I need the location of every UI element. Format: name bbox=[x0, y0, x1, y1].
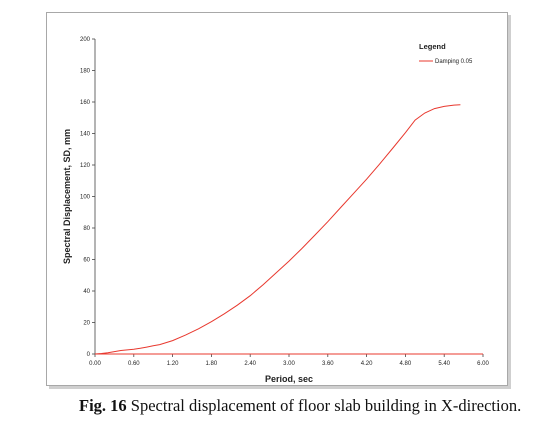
x-tick-label: 2.40 bbox=[244, 361, 256, 367]
legend-title: Legend bbox=[419, 42, 446, 51]
x-tick-label: 4.20 bbox=[361, 361, 373, 367]
x-tick-label: 1.20 bbox=[167, 361, 179, 367]
y-tick-label: 40 bbox=[83, 289, 90, 295]
x-axis-title: Period, sec bbox=[265, 374, 313, 384]
y-tick-label: 60 bbox=[83, 258, 90, 264]
chart-frame: 0 20 40 60 80 100 120 140 160 180 200 0.00 0.60 1.20 1… bbox=[46, 12, 508, 386]
chart-plot: 0 20 40 60 80 100 120 140 160 180 200 0.00 0.60 1.20 1… bbox=[62, 37, 489, 384]
x-tick-label: 3.00 bbox=[283, 361, 295, 367]
x-tick-label: 3.60 bbox=[322, 361, 334, 367]
y-tick-label: 80 bbox=[83, 226, 90, 232]
x-tick-label: 4.80 bbox=[400, 361, 412, 367]
y-tick-label: 140 bbox=[80, 132, 91, 138]
x-tick-label: 0.00 bbox=[89, 361, 101, 367]
x-tick-label: 1.80 bbox=[206, 361, 218, 367]
y-tick-label: 200 bbox=[80, 37, 91, 43]
y-tick-label: 20 bbox=[83, 321, 90, 327]
y-tick-label: 100 bbox=[80, 195, 91, 201]
caption-label: Fig. 16 bbox=[79, 396, 127, 415]
series-line-0 bbox=[94, 104, 461, 355]
figure-caption: Fig. 16 Spectral displacement of floor s… bbox=[79, 396, 531, 416]
y-tick-label: 180 bbox=[80, 69, 91, 75]
y-tick-label: 0 bbox=[87, 352, 91, 358]
y-axis-title: Spectral Displacement, SD, mm bbox=[62, 129, 72, 264]
x-tick-label: 6.00 bbox=[477, 361, 489, 367]
x-tick-label: 5.40 bbox=[438, 361, 450, 367]
legend-entry-label: Damping 0.05 bbox=[435, 59, 473, 65]
y-tick-label: 120 bbox=[80, 163, 91, 169]
caption-text: Spectral displacement of floor slab buil… bbox=[130, 396, 522, 415]
y-tick-label: 160 bbox=[80, 100, 91, 106]
x-tick-label: 0.60 bbox=[128, 361, 140, 367]
